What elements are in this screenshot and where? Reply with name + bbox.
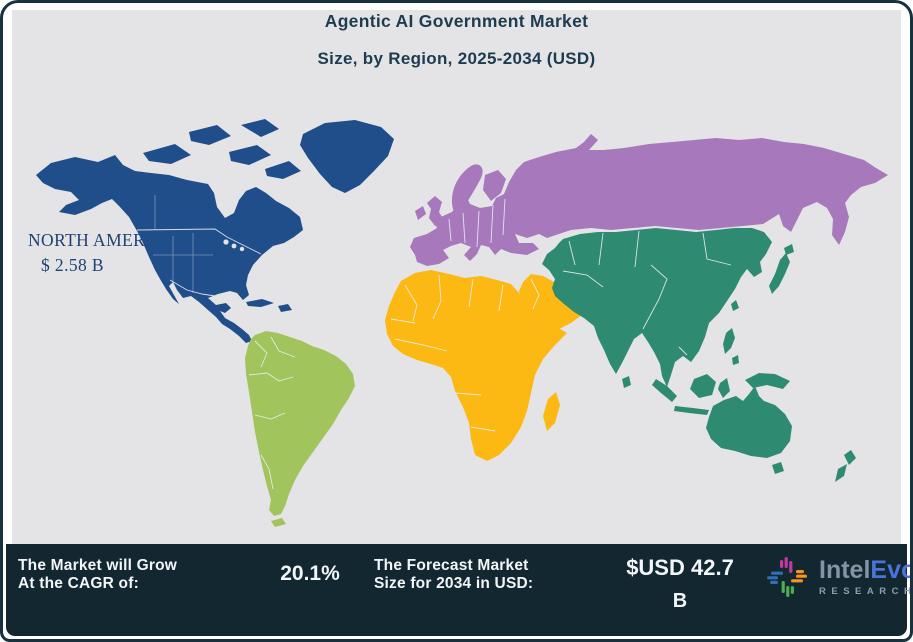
- cagr-label: The Market will Grow At the CAGR of:: [18, 557, 246, 593]
- logo-name-intel: Intel: [819, 555, 871, 584]
- logo-name-evo: Evo: [870, 555, 913, 584]
- cagr-value: 20.1%: [280, 562, 340, 585]
- intelevo-logo-name: IntelEvo: [819, 555, 913, 584]
- forecast-label-line1: The Forecast Market: [374, 557, 529, 574]
- north-america-region-name: NORTH AMERICA: [28, 230, 177, 250]
- forecast-value: $USD 42.7 B: [596, 555, 764, 612]
- intelevo-logo-subtitle: RESEARCH: [819, 585, 913, 597]
- cagr-label-line1: The Market will Grow: [18, 557, 178, 574]
- forecast-label-line2: Size for 2034 in USD:: [374, 574, 534, 592]
- forecast-label: The Forecast Market Size for 2034 in USD…: [374, 557, 596, 593]
- north-america-label: NORTH AMERICA $ 2.58 B: [28, 228, 177, 279]
- intelevo-logo-icon: [767, 557, 807, 597]
- intelevo-logo-text: IntelEvo RESEARCH: [819, 555, 913, 597]
- title-line-1: Agentic AI Government Market: [324, 11, 589, 31]
- title-line-2: Size, by Region, 2025-2034 (USD): [317, 49, 596, 68]
- forecast-value-amount: $USD 42.7: [626, 555, 734, 580]
- north-america-value: $ 2.58 B: [41, 255, 104, 276]
- cagr-label-line2: At the CAGR of:: [18, 574, 139, 592]
- forecast-value-unit: B: [672, 590, 688, 612]
- page-title: Agentic AI Government Market Size, by Re…: [3, 11, 910, 69]
- footer-stats-bar: The Market will Grow At the CAGR of: 20.…: [6, 544, 910, 636]
- intelevo-logo: IntelEvo RESEARCH: [764, 554, 913, 600]
